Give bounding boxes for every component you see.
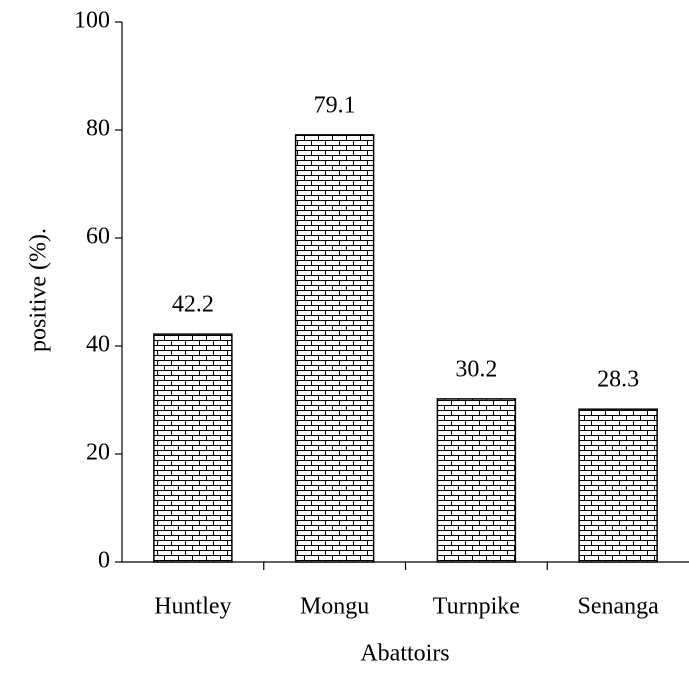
data-label: 30.2 — [455, 356, 497, 382]
data-label: 28.3 — [597, 367, 639, 393]
bar — [294, 134, 375, 563]
y-tick-label: 40 — [86, 332, 110, 358]
y-tick-label: 60 — [86, 224, 110, 250]
x-axis-label: Abattoirs — [360, 641, 449, 667]
data-label: 79.1 — [314, 92, 356, 118]
bar — [578, 408, 658, 563]
bar — [436, 398, 517, 563]
bar — [153, 333, 233, 563]
x-tick-label: Huntley — [154, 594, 231, 620]
y-tick-label: 100 — [74, 8, 110, 34]
y-tick-label: 80 — [86, 116, 110, 142]
x-tick-label: Turnpike — [433, 594, 520, 620]
x-tick-label: Senanga — [577, 594, 659, 620]
y-tick-label: 0 — [98, 548, 110, 574]
y-tick-label: 20 — [86, 440, 110, 466]
y-axis-label: positive (%). — [26, 228, 52, 352]
data-label: 42.2 — [172, 292, 214, 318]
x-tick-label: Mongu — [300, 594, 369, 620]
